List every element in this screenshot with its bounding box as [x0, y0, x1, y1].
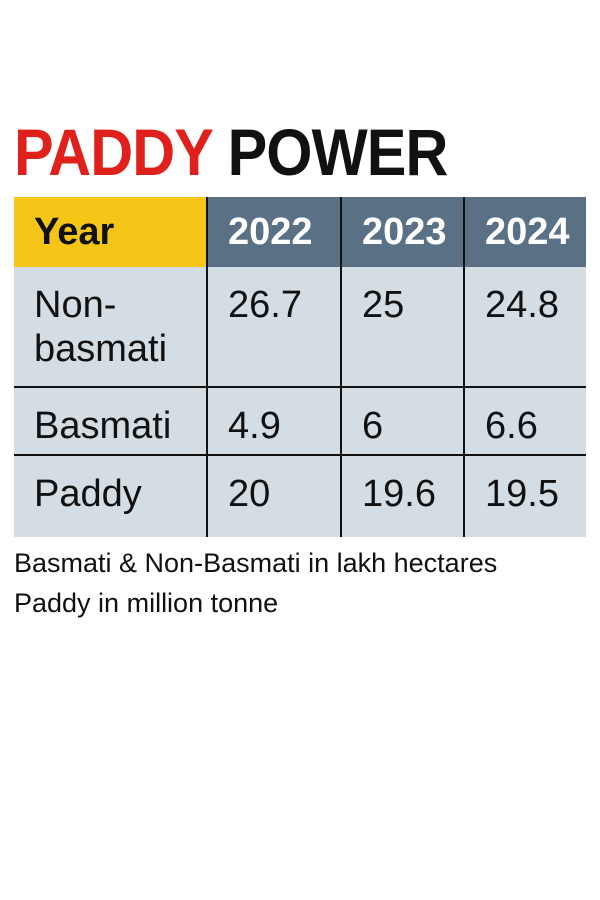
- cell: 25: [340, 267, 464, 387]
- cell: 26.7: [206, 267, 341, 387]
- cell: 4.9: [206, 386, 341, 455]
- column-header: 2023: [340, 197, 464, 267]
- table-row: Basmati 4.9 6 6.6: [14, 386, 586, 455]
- data-table: Year 2022 2023 2024 Non-basmati 26.7 25 24.8 Ba…: [14, 197, 586, 537]
- cell: 19.5: [463, 454, 586, 537]
- title-part: PADDY: [14, 115, 213, 189]
- row-label: Paddy: [14, 454, 207, 537]
- table-row: Non-basmati 26.7 25 24.8: [14, 267, 586, 387]
- column-header: 2022: [206, 197, 341, 267]
- row-label: Basmati: [14, 386, 207, 455]
- title-part: POWER: [227, 115, 449, 189]
- cell: 6.6: [463, 386, 586, 455]
- column-header: 2024: [463, 197, 586, 267]
- title: PADDY POWER: [14, 112, 449, 192]
- cell: 20: [206, 454, 341, 537]
- cell: 19.6: [340, 454, 464, 537]
- column-header: Year: [14, 197, 207, 267]
- note: Paddy in million tonne: [14, 588, 279, 618]
- table-body: Non-basmati 26.7 25 24.8 Basmati 4.9 6 6.6 Paddy…: [14, 267, 586, 537]
- table-row: Paddy 20 19.6 19.5: [14, 454, 586, 537]
- cell: 6: [340, 386, 464, 455]
- row-label: Non-basmati: [14, 267, 207, 387]
- header-row: Year 2022 2023 2024: [14, 197, 586, 267]
- cell: 24.8: [463, 267, 586, 387]
- note: Basmati & Non-Basmati in lakh hectares: [14, 548, 498, 578]
